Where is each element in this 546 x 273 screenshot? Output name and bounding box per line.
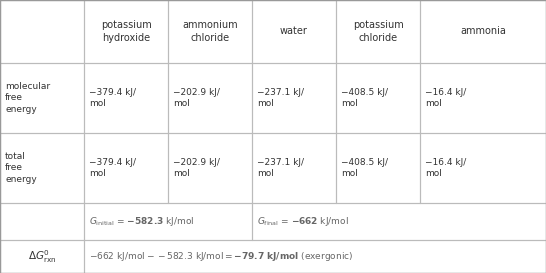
Bar: [84, 203, 252, 240]
Text: −237.1 kJ/
mol: −237.1 kJ/ mol: [257, 158, 304, 178]
Text: −237.1 kJ/
mol: −237.1 kJ/ mol: [257, 88, 304, 108]
Text: −379.4 kJ/
mol: −379.4 kJ/ mol: [89, 158, 136, 178]
Bar: [84, 0, 168, 63]
Text: ammonia: ammonia: [460, 26, 506, 37]
Text: −202.9 kJ/
mol: −202.9 kJ/ mol: [173, 88, 220, 108]
Text: −379.4 kJ/
mol: −379.4 kJ/ mol: [89, 88, 136, 108]
Bar: [168, 63, 252, 133]
Text: $\Delta G^0_\mathrm{rxn}$: $\Delta G^0_\mathrm{rxn}$: [28, 248, 56, 265]
Text: potassium
chloride: potassium chloride: [353, 20, 403, 43]
Text: $G_\mathrm{initial}$ = $\mathbf{-582.3}$ kJ/mol: $G_\mathrm{initial}$ = $\mathbf{-582.3}$…: [89, 215, 194, 228]
Text: potassium
hydroxide: potassium hydroxide: [100, 20, 151, 43]
Bar: [252, 63, 336, 133]
Bar: [0, 133, 84, 203]
Text: −16.4 kJ/
mol: −16.4 kJ/ mol: [425, 88, 466, 108]
Bar: [252, 0, 336, 63]
Text: −408.5 kJ/
mol: −408.5 kJ/ mol: [341, 88, 388, 108]
Text: water: water: [280, 26, 308, 37]
Bar: [336, 133, 420, 203]
Bar: [0, 240, 84, 273]
Text: $G_\mathrm{final}$ = $\mathbf{-662}$ kJ/mol: $G_\mathrm{final}$ = $\mathbf{-662}$ kJ/…: [257, 215, 349, 228]
Text: molecular
free
energy: molecular free energy: [5, 82, 50, 114]
Text: −408.5 kJ/
mol: −408.5 kJ/ mol: [341, 158, 388, 178]
Bar: [168, 0, 252, 63]
Bar: [420, 63, 546, 133]
Text: −16.4 kJ/
mol: −16.4 kJ/ mol: [425, 158, 466, 178]
Bar: [336, 63, 420, 133]
Bar: [0, 63, 84, 133]
Text: −202.9 kJ/
mol: −202.9 kJ/ mol: [173, 158, 220, 178]
Bar: [168, 133, 252, 203]
Bar: [252, 133, 336, 203]
Bar: [420, 133, 546, 203]
Text: $-662\ \mathrm{kJ/mol} - -582.3\ \mathrm{kJ/mol} = \mathbf{-79.7\ kJ/mol}$ (exer: $-662\ \mathrm{kJ/mol} - -582.3\ \mathrm…: [89, 250, 353, 263]
Bar: [252, 203, 546, 240]
Bar: [0, 203, 84, 240]
Bar: [420, 0, 546, 63]
Bar: [0, 0, 84, 63]
Text: ammonium
chloride: ammonium chloride: [182, 20, 238, 43]
Text: total
free
energy: total free energy: [5, 152, 37, 184]
Bar: [84, 240, 546, 273]
Bar: [84, 63, 168, 133]
Bar: [84, 133, 168, 203]
Bar: [336, 0, 420, 63]
